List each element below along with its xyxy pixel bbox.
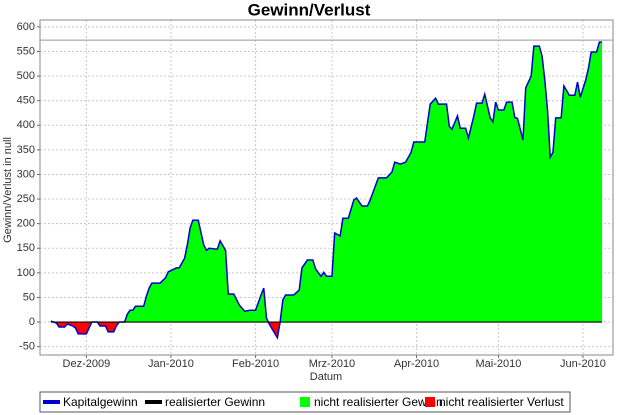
y-tick-label: 150 (17, 242, 35, 254)
legend-label: nicht realisierter Gewinn (314, 395, 443, 409)
legend-label: realisierter Gewinn (165, 395, 265, 409)
y-tick-label: 400 (17, 119, 35, 131)
plot-border (39, 19, 614, 356)
y-tick-label: 200 (17, 218, 35, 230)
y-tick-label: 300 (17, 168, 35, 180)
legend-label: Kapitalgewinn (63, 395, 138, 409)
x-tick-label: Apr-2010 (394, 358, 439, 370)
y-axis-label: Gewinn/Verlust in null (2, 137, 14, 243)
y-tick-label: -50 (19, 341, 35, 353)
y-tick-label: 50 (23, 291, 35, 303)
y-tick-label: 100 (17, 267, 35, 279)
legend-swatch (300, 397, 310, 407)
y-tick-label: 450 (17, 95, 35, 107)
chart-title: Gewinn/Verlust (248, 0, 371, 19)
area (50, 42, 603, 323)
y-tick-label: 500 (17, 70, 35, 82)
area (53, 322, 281, 338)
legend-label: nicht realisierter Verlust (439, 395, 564, 409)
y-tick-label: 550 (17, 45, 35, 57)
x-axis-label: Datum (310, 371, 342, 383)
y-tick-label: 0 (29, 316, 35, 328)
series-line (50, 41, 603, 340)
x-tick-label: Mai-2010 (475, 358, 521, 370)
y-tick-label: 600 (17, 21, 35, 33)
x-tick-label: Mrz-2010 (309, 358, 355, 370)
x-tick-label: Jan-2010 (148, 358, 194, 370)
y-tick-label: 350 (17, 144, 35, 156)
x-tick-label: Dez-2009 (63, 358, 111, 370)
x-tick-label: Jun-2010 (560, 358, 606, 370)
legend-swatch (425, 397, 435, 407)
y-tick-label: 250 (17, 193, 35, 205)
x-tick-label: Feb-2010 (232, 358, 279, 370)
